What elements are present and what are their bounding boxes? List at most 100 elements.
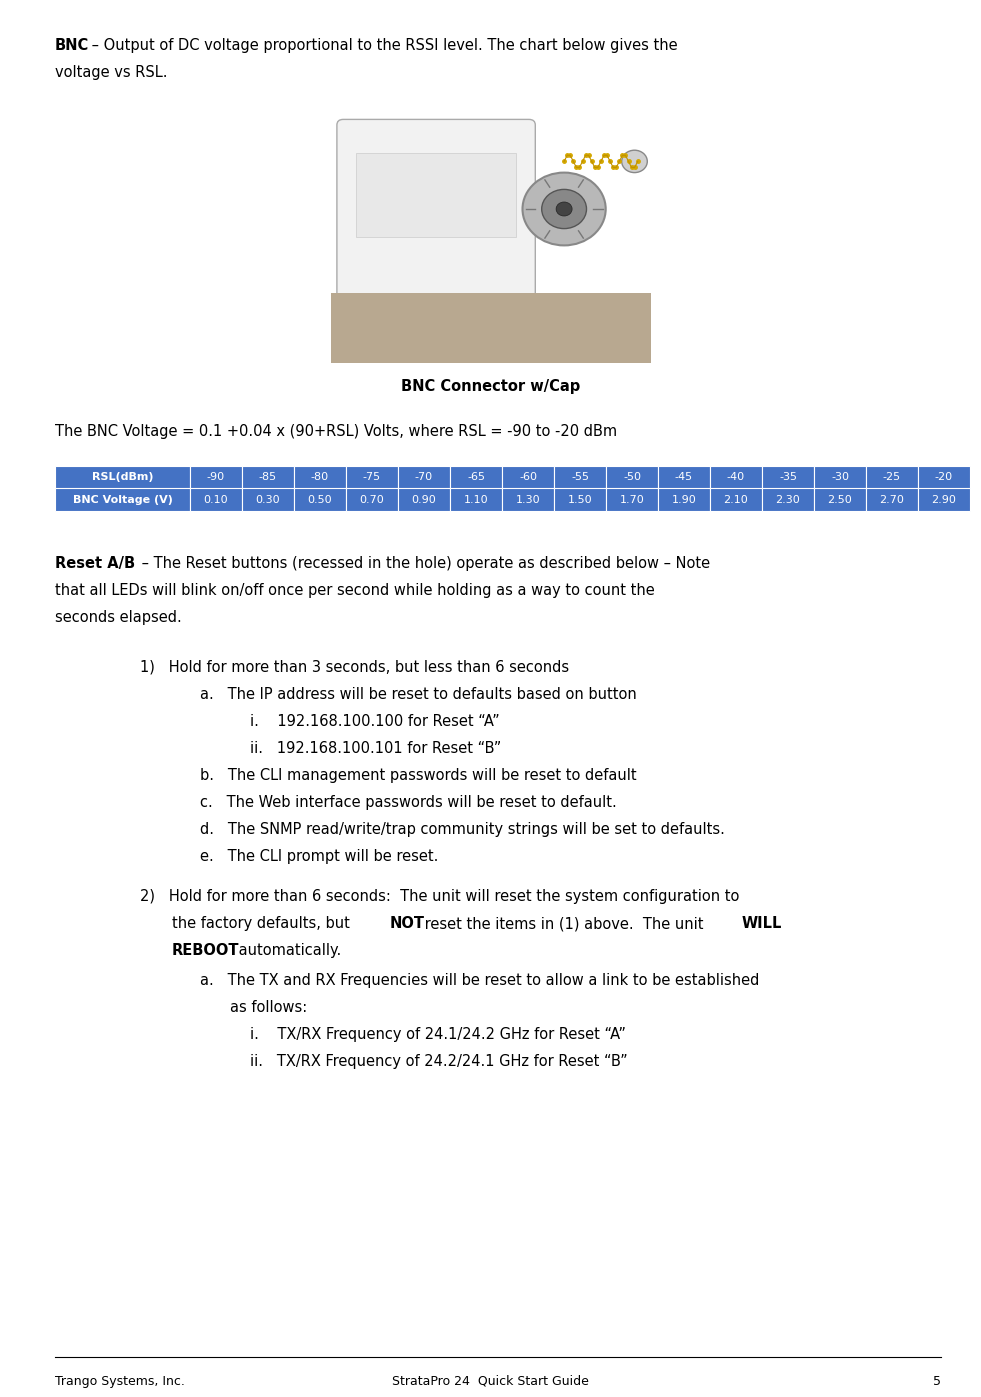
FancyBboxPatch shape [866, 467, 918, 489]
Text: 1.70: 1.70 [620, 495, 645, 504]
Text: -20: -20 [935, 472, 954, 482]
Circle shape [622, 151, 647, 173]
FancyBboxPatch shape [55, 489, 190, 511]
Text: WILL: WILL [742, 916, 783, 932]
Text: 0.30: 0.30 [256, 495, 281, 504]
Text: RSL(dBm): RSL(dBm) [92, 472, 153, 482]
FancyBboxPatch shape [710, 467, 762, 489]
FancyBboxPatch shape [658, 489, 710, 511]
Text: 2.30: 2.30 [776, 495, 800, 504]
Text: 0.70: 0.70 [360, 495, 385, 504]
FancyBboxPatch shape [294, 467, 346, 489]
Text: d.   The SNMP read/write/trap community strings will be set to defaults.: d. The SNMP read/write/trap community st… [200, 821, 725, 837]
Text: BNC Connector w/Cap: BNC Connector w/Cap [401, 379, 580, 394]
FancyBboxPatch shape [918, 489, 970, 511]
Text: -45: -45 [675, 472, 693, 482]
Text: e.   The CLI prompt will be reset.: e. The CLI prompt will be reset. [200, 849, 439, 863]
FancyBboxPatch shape [55, 467, 190, 489]
Text: -40: -40 [727, 472, 745, 482]
FancyBboxPatch shape [710, 489, 762, 511]
Text: 1)   Hold for more than 3 seconds, but less than 6 seconds: 1) Hold for more than 3 seconds, but les… [140, 659, 569, 675]
Text: c.   The Web interface passwords will be reset to default.: c. The Web interface passwords will be r… [200, 795, 617, 810]
Text: -90: -90 [207, 472, 225, 482]
Text: StrataPro 24  Quick Start Guide: StrataPro 24 Quick Start Guide [392, 1375, 589, 1389]
Text: -60: -60 [519, 472, 537, 482]
Text: 1.30: 1.30 [516, 495, 541, 504]
FancyBboxPatch shape [190, 467, 242, 489]
Text: that all LEDs will blink on/off once per second while holding as a way to count : that all LEDs will blink on/off once per… [55, 583, 654, 598]
FancyBboxPatch shape [814, 467, 866, 489]
FancyBboxPatch shape [450, 489, 502, 511]
Text: 1.50: 1.50 [568, 495, 593, 504]
Text: a.   The TX and RX Frequencies will be reset to allow a link to be established: a. The TX and RX Frequencies will be res… [200, 974, 759, 988]
Text: 0.90: 0.90 [412, 495, 437, 504]
FancyBboxPatch shape [606, 467, 658, 489]
Text: ii.   TX/RX Frequency of 24.2/24.1 GHz for Reset “B”: ii. TX/RX Frequency of 24.2/24.1 GHz for… [250, 1055, 628, 1069]
FancyBboxPatch shape [606, 489, 658, 511]
Text: -85: -85 [259, 472, 277, 482]
FancyBboxPatch shape [762, 467, 814, 489]
Text: -55: -55 [571, 472, 589, 482]
Text: i.    TX/RX Frequency of 24.1/24.2 GHz for Reset “A”: i. TX/RX Frequency of 24.1/24.2 GHz for … [250, 1027, 626, 1042]
FancyBboxPatch shape [554, 489, 606, 511]
Text: b.   The CLI management passwords will be reset to default: b. The CLI management passwords will be … [200, 768, 637, 782]
FancyBboxPatch shape [450, 467, 502, 489]
Text: 2.70: 2.70 [880, 495, 904, 504]
Text: -30: -30 [831, 472, 849, 482]
Text: as follows:: as follows: [230, 1000, 307, 1016]
FancyBboxPatch shape [866, 489, 918, 511]
Text: automatically.: automatically. [234, 943, 341, 958]
Circle shape [556, 203, 572, 217]
Text: Trango Systems, Inc.: Trango Systems, Inc. [55, 1375, 184, 1389]
Text: reset the items in (1) above.  The unit: reset the items in (1) above. The unit [420, 916, 708, 932]
Text: REBOOT: REBOOT [172, 943, 239, 958]
Text: seconds elapsed.: seconds elapsed. [55, 610, 181, 624]
Text: 0.50: 0.50 [308, 495, 333, 504]
FancyBboxPatch shape [190, 489, 242, 511]
FancyBboxPatch shape [502, 489, 554, 511]
Text: The BNC Voltage = 0.1 +0.04 x (90+RSL) Volts, where RSL = -90 to -20 dBm: The BNC Voltage = 0.1 +0.04 x (90+RSL) V… [55, 425, 617, 439]
Text: -50: -50 [623, 472, 641, 482]
Circle shape [523, 173, 605, 246]
Text: -70: -70 [415, 472, 433, 482]
Text: 1.90: 1.90 [672, 495, 697, 504]
Text: -80: -80 [311, 472, 329, 482]
Text: – The Reset buttons (recessed in the hole) operate as described below – Note: – The Reset buttons (recessed in the hol… [137, 556, 710, 571]
FancyBboxPatch shape [762, 489, 814, 511]
FancyBboxPatch shape [242, 489, 294, 511]
Text: a.   The IP address will be reset to defaults based on button: a. The IP address will be reset to defau… [200, 687, 637, 703]
FancyBboxPatch shape [554, 467, 606, 489]
Text: NOT: NOT [390, 916, 425, 932]
Text: BNC Voltage (V): BNC Voltage (V) [73, 495, 173, 504]
Text: 0.10: 0.10 [204, 495, 229, 504]
FancyBboxPatch shape [398, 489, 450, 511]
Text: -75: -75 [363, 472, 381, 482]
Text: 2.90: 2.90 [932, 495, 956, 504]
Circle shape [542, 190, 587, 229]
FancyBboxPatch shape [336, 119, 536, 299]
FancyBboxPatch shape [294, 489, 346, 511]
Bar [331, 293, 650, 363]
FancyBboxPatch shape [502, 467, 554, 489]
FancyBboxPatch shape [814, 489, 866, 511]
Text: ii.   192.168.100.101 for Reset “B”: ii. 192.168.100.101 for Reset “B” [250, 740, 501, 756]
Text: -35: -35 [779, 472, 797, 482]
Text: 2.50: 2.50 [828, 495, 852, 504]
Text: 2.10: 2.10 [724, 495, 749, 504]
Text: the factory defaults, but: the factory defaults, but [172, 916, 354, 932]
Text: 2)   Hold for more than 6 seconds:  The unit will reset the system configuration: 2) Hold for more than 6 seconds: The uni… [140, 890, 740, 904]
Text: BNC: BNC [55, 38, 89, 53]
Text: -65: -65 [467, 472, 485, 482]
FancyBboxPatch shape [346, 467, 398, 489]
Text: – Output of DC voltage proportional to the RSSI level. The chart below gives the: – Output of DC voltage proportional to t… [87, 38, 678, 53]
FancyBboxPatch shape [346, 489, 398, 511]
FancyBboxPatch shape [918, 467, 970, 489]
Text: Reset A/B: Reset A/B [55, 556, 135, 571]
Text: i.    192.168.100.100 for Reset “A”: i. 192.168.100.100 for Reset “A” [250, 714, 499, 729]
FancyBboxPatch shape [658, 467, 710, 489]
FancyBboxPatch shape [398, 467, 450, 489]
Text: 5: 5 [933, 1375, 941, 1389]
Text: voltage vs RSL.: voltage vs RSL. [55, 66, 168, 80]
Bar [356, 154, 516, 237]
FancyBboxPatch shape [242, 467, 294, 489]
